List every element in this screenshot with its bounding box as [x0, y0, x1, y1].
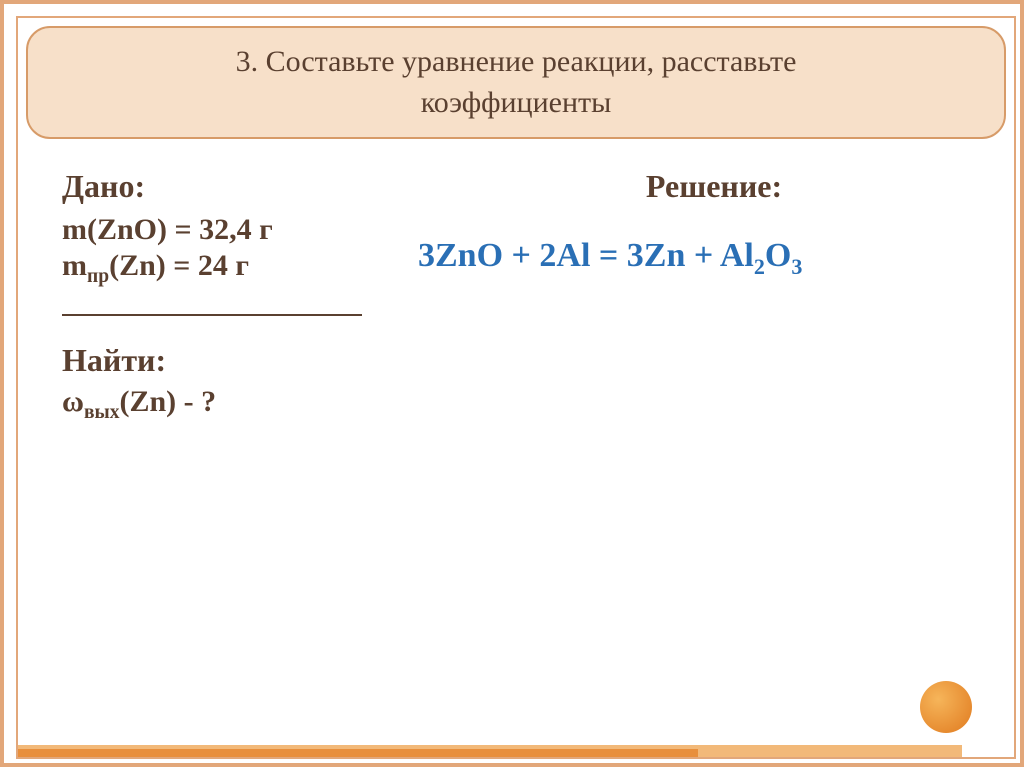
given-line-1: m(ZnO) = 32,4 г: [62, 213, 382, 247]
eq-p1: 3ZnO + 2Al = 3Zn + Al: [418, 237, 754, 274]
horizontal-divider: [62, 314, 362, 316]
reaction-equation: 3ZnO + 2Al = 3Zn + Al2O3: [418, 237, 970, 280]
find-sub: вых: [84, 402, 120, 423]
outer-border: 3. Составьте уравнение реакции, расставь…: [0, 0, 1024, 767]
given2-mid: (Zn) =: [109, 249, 198, 282]
eq-sub2: 3: [791, 254, 802, 279]
bottom-accent-bars: [18, 745, 962, 757]
find-post: (Zn) - ?: [119, 385, 216, 418]
given2-val: 24 г: [198, 249, 249, 282]
eq-p2: O: [765, 237, 791, 274]
solution-column: Решение: 3ZnO + 2Al = 3Zn + Al2O3: [382, 168, 970, 280]
decor-circle-icon: [920, 681, 972, 733]
header-line1: 3. Составьте уравнение реакции, расставь…: [236, 45, 797, 78]
given1-pre: m(ZnO) =: [62, 213, 199, 246]
given2-pre: m: [62, 249, 87, 282]
find-line: ωвых(Zn) - ?: [62, 385, 382, 424]
eq-sub1: 2: [754, 254, 765, 279]
find-pre: ω: [62, 385, 84, 418]
header-line2: коэффициенты: [421, 86, 612, 119]
given2-sub: пр: [87, 266, 109, 287]
given-column: Дано: m(ZnO) = 32,4 г mпр(Zn) = 24 г Най…: [62, 168, 382, 424]
solution-label: Решение:: [418, 168, 970, 205]
task-header: 3. Составьте уравнение реакции, расставь…: [26, 26, 1006, 139]
given-label: Дано:: [62, 168, 382, 205]
content-area: Дано: m(ZnO) = 32,4 г mпр(Zn) = 24 г Най…: [62, 168, 970, 424]
two-column-layout: Дано: m(ZnO) = 32,4 г mпр(Zn) = 24 г Най…: [62, 168, 970, 424]
inner-panel: 3. Составьте уравнение реакции, расставь…: [16, 16, 1016, 759]
given-line-2: mпр(Zn) = 24 г: [62, 249, 382, 288]
find-label: Найти:: [62, 342, 382, 379]
given1-val: 32,4 г: [199, 213, 273, 246]
